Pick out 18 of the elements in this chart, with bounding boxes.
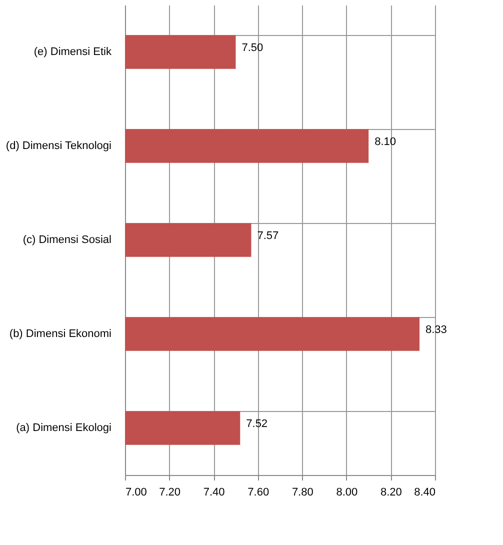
x-tick-label: 8.00 [336, 486, 358, 498]
x-tick-label: 7.40 [203, 486, 225, 498]
y-tick-label: (c) Dimensi Sosial [22, 234, 112, 246]
x-tick-label: 7.20 [159, 486, 180, 498]
x-tick-label: 7.00 [126, 486, 147, 498]
data-label: 7.52 [246, 418, 268, 430]
x-tick-label: 8.40 [414, 486, 436, 498]
y-tick-label: (d) Dimensi Teknologi [6, 140, 112, 152]
data-label: 8.10 [374, 136, 396, 148]
data-label: 7.57 [257, 230, 279, 242]
x-tick-label: 7.60 [248, 486, 270, 498]
y-tick-label: (a) Dimensi Ekologi [16, 422, 112, 434]
x-tick-label: 8.20 [380, 486, 402, 498]
x-tick-label: 7.80 [292, 486, 314, 498]
y-tick-label: (e) Dimensi Etik [34, 46, 112, 58]
y-tick-label: (b) Dimensi Ekonomi [9, 328, 112, 340]
data-label: 8.33 [426, 324, 447, 336]
data-label: 7.50 [242, 42, 264, 54]
